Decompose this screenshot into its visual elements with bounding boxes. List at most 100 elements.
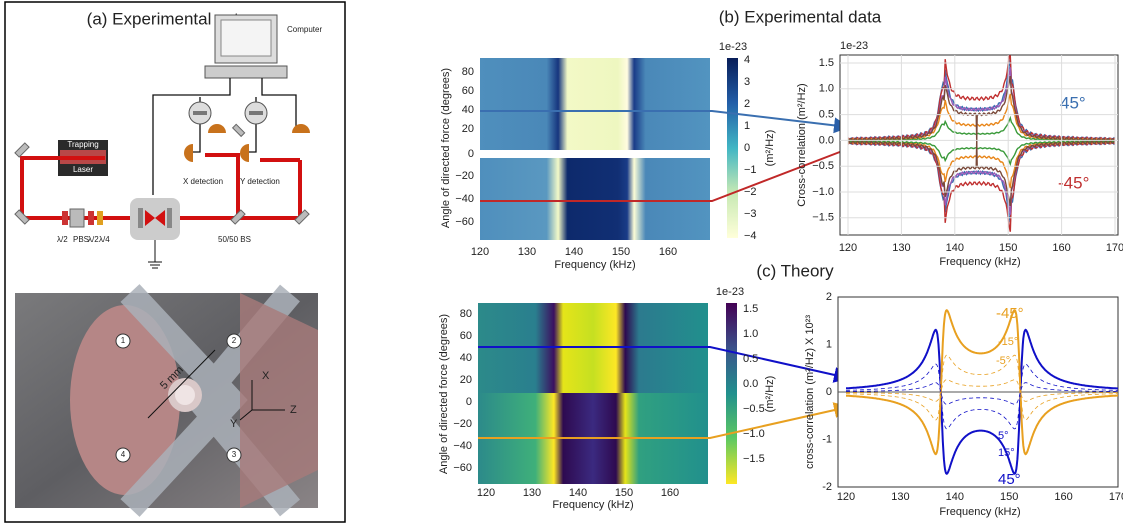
annotation: 5° <box>998 430 1009 442</box>
y-tick-label: 3 <box>744 76 750 88</box>
y-tick-label: −60 <box>453 462 472 474</box>
photo-label: 1 <box>121 336 126 345</box>
photo-label: 2 <box>232 336 237 345</box>
x-tick-label: 140 <box>565 246 583 258</box>
y-tick-label: 0 <box>826 386 832 398</box>
y-tick-label: −1.0 <box>743 428 765 440</box>
y-tick-label: −1.5 <box>812 212 834 224</box>
x-tick-label: 160 <box>1052 242 1070 254</box>
annotation: 45° <box>998 471 1021 488</box>
y-tick-label: 0.5 <box>743 353 758 365</box>
panel-frame <box>4 1 346 523</box>
connector <box>478 346 850 383</box>
connector <box>480 110 850 134</box>
colorbar-label: (m²/Hz) <box>764 376 776 413</box>
setup-diagram <box>14 14 310 269</box>
label: Laser <box>73 165 93 174</box>
y-tick-label: 2 <box>744 98 750 110</box>
label: λ/4 <box>99 235 110 244</box>
colorbar-scale: 1e-23 <box>716 286 744 298</box>
y-tick-label: −1 <box>744 164 757 176</box>
y-tick-label: −1.0 <box>812 186 834 198</box>
colorbar <box>726 303 737 484</box>
y-tick-label: −1.5 <box>743 453 765 465</box>
y-tick-label: 1.5 <box>743 303 758 315</box>
y-tick-label: 4 <box>744 54 750 66</box>
y-tick-label: 1.5 <box>819 57 834 69</box>
panel-title: (c) Theory <box>756 261 834 280</box>
y-tick-label: 1.0 <box>819 83 834 95</box>
y-tick-label: 0 <box>466 396 472 408</box>
y-tick-label: 80 <box>460 308 472 320</box>
y-tick-label: 40 <box>460 352 472 364</box>
y-tick-label: −40 <box>453 440 472 452</box>
heatmap <box>480 58 710 150</box>
label: 50/50 BS <box>218 235 251 244</box>
label: PBS <box>73 235 89 244</box>
x-tick-label: 150 <box>615 487 633 499</box>
axis-scale: 1e-23 <box>840 40 868 52</box>
colorbar-label: (m²/Hz) <box>764 130 776 167</box>
annotation: 45° <box>1060 93 1086 112</box>
y-tick-label: −0.5 <box>743 403 765 415</box>
photo-label: Y <box>230 418 238 430</box>
y-tick-label: -1 <box>822 433 832 445</box>
label: Trapping <box>67 140 98 149</box>
x-tick-label: 150 <box>612 246 630 258</box>
y-tick-label: 60 <box>462 85 474 97</box>
y-tick-label: −20 <box>453 418 472 430</box>
x-axis-label: Frequency (kHz) <box>939 256 1020 268</box>
x-tick-label: 140 <box>946 491 964 503</box>
theory-curves <box>838 309 1118 475</box>
y-tick-label: −0.5 <box>812 160 834 172</box>
y-tick-label: 40 <box>462 104 474 116</box>
y-axis-label: Cross-correlation (m²/Hz) <box>796 83 808 206</box>
label: λ/2 <box>57 235 68 244</box>
x-tick-label: 120 <box>839 242 857 254</box>
x-tick-label: 130 <box>892 242 910 254</box>
curve <box>847 140 1116 167</box>
x-axis-label: Frequency (kHz) <box>939 506 1020 518</box>
annotation: 15° <box>998 447 1015 459</box>
annotation: -15° <box>998 336 1018 348</box>
curve <box>846 328 1118 475</box>
y-tick-label: −20 <box>455 170 474 182</box>
photo-label: 3 <box>232 450 237 459</box>
x-tick-label: 130 <box>518 246 536 258</box>
connector <box>478 402 850 439</box>
label: Computer <box>287 25 322 34</box>
y-tick-label: 1.0 <box>743 328 758 340</box>
colorbar <box>727 58 738 238</box>
y-tick-label: -2 <box>822 481 832 493</box>
x-tick-label: 160 <box>661 487 679 499</box>
curve <box>846 379 1118 402</box>
curve <box>847 75 1116 197</box>
y-axis-label: cross-correlation (m²/Hz) X 10²³ <box>804 315 816 469</box>
colorbar-scale: 1e-23 <box>719 41 747 53</box>
label: X detection <box>183 177 223 186</box>
heatmap <box>480 158 710 240</box>
curve <box>846 363 1118 430</box>
y-tick-label: 0.0 <box>819 134 834 146</box>
label: λ/2 <box>88 235 99 244</box>
x-tick-label: 160 <box>1054 491 1072 503</box>
panel-title: (b) Experimental data <box>719 7 882 26</box>
annotation: -5° <box>996 355 1010 367</box>
y-tick-label: −40 <box>455 193 474 205</box>
x-tick-label: 170 <box>1109 491 1123 503</box>
y-tick-label: −3 <box>744 208 757 220</box>
x-tick-label: 140 <box>946 242 964 254</box>
y-tick-label: 20 <box>462 123 474 135</box>
x-tick-label: 150 <box>1000 491 1018 503</box>
x-tick-label: 120 <box>837 491 855 503</box>
y-tick-label: 60 <box>460 330 472 342</box>
label: Y detection <box>240 177 280 186</box>
curve <box>846 354 1118 421</box>
y-tick-label: 80 <box>462 66 474 78</box>
x-tick-label: 120 <box>477 487 495 499</box>
annotation: -45° <box>1058 173 1089 192</box>
photo-markers <box>115 333 242 463</box>
curve <box>846 309 1118 456</box>
